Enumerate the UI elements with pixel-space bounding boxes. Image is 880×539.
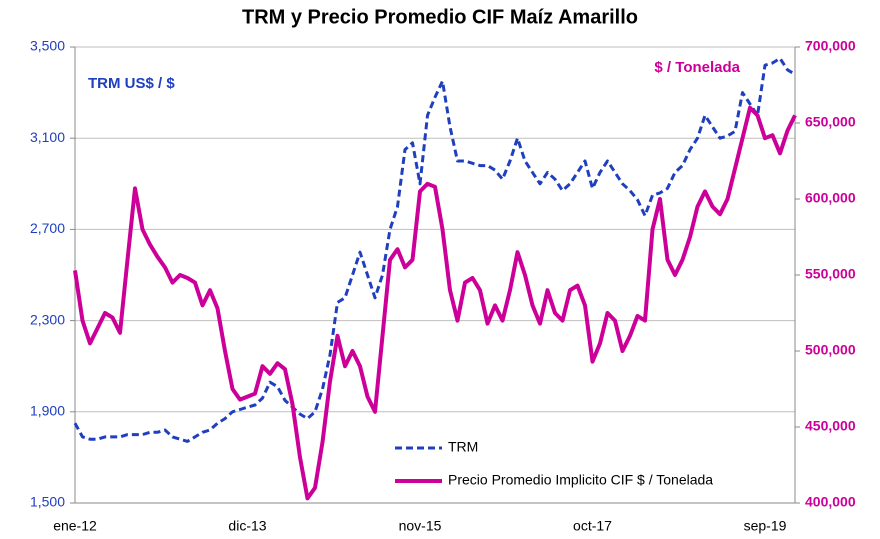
y2-tick-label: 500,000 [805, 342, 856, 358]
right-axis-note: $ / Tonelada [654, 59, 740, 76]
x-tick-label: ene-12 [53, 518, 97, 534]
y-tick-label: 1,900 [30, 403, 65, 419]
series-line [73, 56, 796, 443]
y2-tick-label: 700,000 [805, 38, 856, 54]
series-line [73, 105, 797, 501]
y-tick-label: 3,500 [30, 38, 65, 54]
y-tick-label: 2,300 [30, 311, 65, 327]
y-tick-label: 3,100 [30, 129, 65, 145]
legend-label: TRM [448, 439, 478, 455]
x-tick-label: nov-15 [399, 518, 442, 534]
legend-label: Precio Promedio Implicito CIF $ / Tonela… [448, 472, 713, 488]
y-tick-label: 1,500 [30, 494, 65, 510]
y2-tick-label: 650,000 [805, 114, 856, 130]
y-tick-label: 2,700 [30, 220, 65, 236]
y2-tick-label: 600,000 [805, 190, 856, 206]
chart-title: TRM y Precio Promedio CIF Maíz Amarillo [242, 6, 638, 28]
x-tick-label: sep-19 [744, 518, 787, 534]
left-axis-note: TRM US$ / $ [88, 75, 175, 92]
y2-tick-label: 550,000 [805, 266, 856, 282]
y2-tick-label: 400,000 [805, 494, 856, 510]
x-tick-label: oct-17 [573, 518, 612, 534]
x-tick-label: dic-13 [228, 518, 266, 534]
y2-tick-label: 450,000 [805, 418, 856, 434]
